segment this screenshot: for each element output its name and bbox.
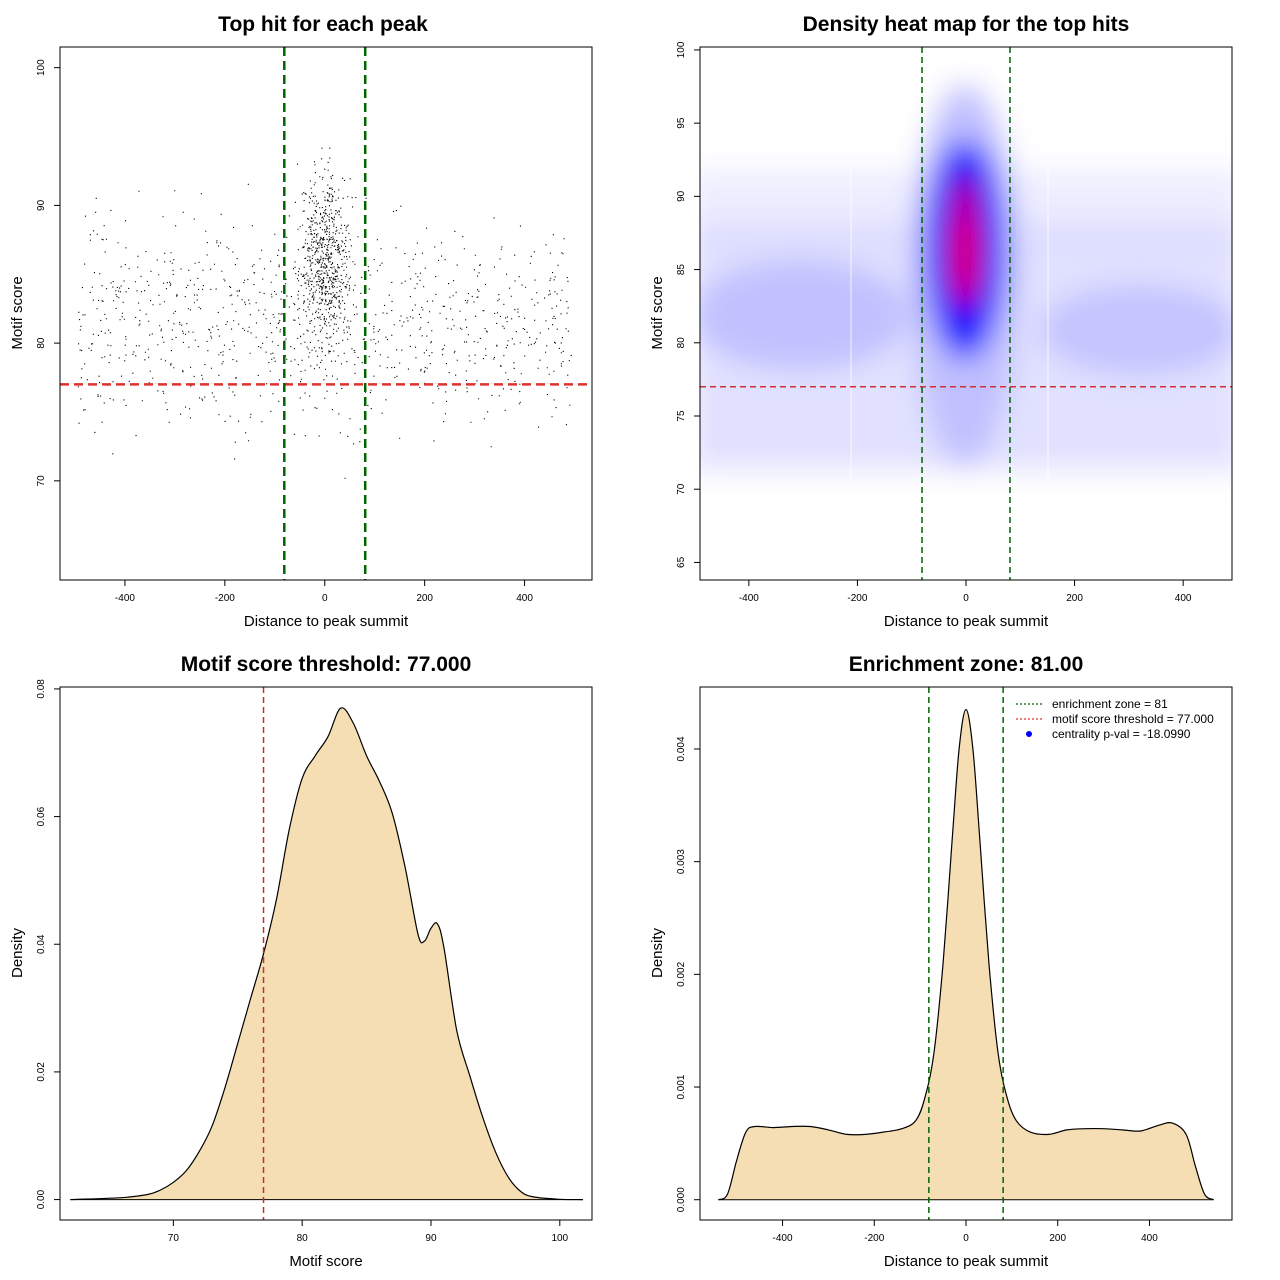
legend-item-centrality: centrality p-val = -18.0990 (1026, 727, 1191, 741)
distance-density-y-tick-label: 0.003 (676, 849, 687, 874)
heatmap-x-axis: -400 -200 0 200 400 (739, 580, 1192, 604)
scatter-y-tick-label: 70 (36, 475, 47, 487)
distance-density-x-tick-label: -400 (773, 1233, 793, 1244)
heatmap-x-tick-label: 400 (1175, 593, 1192, 604)
legend-item-enrichment-zone: enrichment zone = 81 (1016, 697, 1168, 711)
score-density-y-tick-label: 0.08 (36, 679, 47, 699)
distance-density-curve (718, 708, 1214, 1201)
distance-density-x-label: Distance to peak summit (884, 1253, 1049, 1270)
scatter-title: Top hit for each peak (218, 13, 428, 36)
score-density-curve (70, 707, 584, 1201)
distance-density-area (718, 709, 1214, 1200)
heatmap-y-axis: 65 70 75 80 85 90 95 100 (676, 41, 700, 568)
distance-density-x-tick-label: 200 (1049, 1233, 1066, 1244)
distance-density-y-tick-label: 0.002 (676, 961, 687, 986)
score-density-x-tick-label: 100 (551, 1233, 568, 1244)
score-density-area (70, 707, 584, 1200)
distance-density-x-axis: -400 -200 0 200 400 (773, 1220, 1158, 1244)
scatter-x-tick-label: 0 (322, 593, 328, 604)
score-density-x-tick-label: 80 (297, 1233, 309, 1244)
heatmap-y-tick-label: 80 (676, 337, 687, 349)
scatter-point-cloud (77, 147, 572, 479)
heatmap-y-tick-label: 100 (676, 41, 687, 58)
legend-enrichment-zone-label: enrichment zone = 81 (1052, 697, 1168, 711)
score-density-y-axis: 0.00 0.02 0.04 0.06 0.08 (36, 679, 60, 1209)
heatmap-x-tick-label: -200 (847, 593, 867, 604)
heatmap-y-tick-label: 75 (676, 410, 687, 422)
score-density-x-tick-label: 70 (168, 1233, 180, 1244)
heatmap-y-tick-label: 95 (676, 117, 687, 129)
legend-centrality-label: centrality p-val = -18.0990 (1052, 727, 1191, 741)
legend-item-motif-threshold: motif score threshold = 77.000 (1016, 712, 1214, 726)
scatter-points (77, 147, 572, 479)
heatmap-y-tick-label: 70 (676, 483, 687, 495)
score-density-panel: Motif score threshold: 77.000 70 80 90 100 … (9, 653, 593, 1270)
score-density-x-tick-label: 90 (425, 1233, 437, 1244)
scatter-x-axis: -400 -200 0 200 400 (115, 580, 533, 604)
heatmap-y-label: Motif score (649, 276, 666, 349)
score-density-y-tick-label: 0.02 (36, 1062, 47, 1082)
score-density-y-tick-label: 0.00 (36, 1189, 47, 1209)
scatter-y-tick-label: 80 (36, 337, 47, 349)
scatter-x-tick-label: 400 (516, 593, 533, 604)
score-density-y-tick-label: 0.06 (36, 806, 47, 826)
score-density-x-axis: 70 80 90 100 (168, 1220, 569, 1244)
heatmap-y-tick-label: 85 (676, 264, 687, 276)
legend: enrichment zone = 81 motif score thresho… (1016, 697, 1214, 741)
scatter-panel: Top hit for each peak -400 -200 0 200 400 70… (9, 13, 593, 630)
score-density-y-label: Density (9, 927, 26, 978)
score-density-x-label: Motif score (289, 1253, 362, 1270)
enrichment-zone-lines (928, 687, 1004, 1220)
heatmap-reference-lines (700, 47, 1232, 580)
scatter-y-tick-label: 100 (36, 59, 47, 76)
heatmap-x-label: Distance to peak summit (884, 613, 1049, 630)
scatter-y-tick-label: 90 (36, 199, 47, 211)
heatmap-title: Density heat map for the top hits (803, 13, 1130, 36)
scatter-y-axis: 70 80 90 100 (36, 59, 60, 487)
legend-centrality-dot-icon (1026, 731, 1032, 737)
scatter-reference-lines (60, 47, 592, 580)
heatmap-density-field (700, 85, 1232, 500)
distance-density-title: Enrichment zone: 81.00 (849, 653, 1084, 676)
score-density-plot-frame (59, 686, 593, 1221)
heatmap-x-tick-label: -400 (739, 593, 759, 604)
heatmap-x-tick-label: 0 (963, 593, 969, 604)
heatmap-y-tick-label: 65 (676, 556, 687, 568)
distance-density-y-tick-label: 0.000 (676, 1187, 687, 1212)
scatter-plot-frame (59, 46, 593, 581)
scatter-y-label: Motif score (9, 276, 26, 349)
distance-density-panel: Enrichment zone: 81.00 -400 -200 0 200 400 0… (649, 653, 1233, 1270)
distance-density-y-label: Density (649, 927, 666, 978)
legend-motif-threshold-label: motif score threshold = 77.000 (1052, 712, 1214, 726)
scatter-x-tick-label: -400 (115, 593, 135, 604)
distance-density-y-axis: 0.000 0.001 0.002 0.003 0.004 (676, 736, 700, 1212)
distance-density-x-tick-label: 0 (963, 1233, 969, 1244)
heatmap-x-tick-label: 200 (1066, 593, 1083, 604)
scatter-x-label: Distance to peak summit (244, 613, 409, 630)
scatter-x-tick-label: 200 (416, 593, 433, 604)
distance-density-x-tick-label: 400 (1141, 1233, 1158, 1244)
scatter-x-tick-label: -200 (215, 593, 235, 604)
score-density-y-tick-label: 0.04 (36, 934, 47, 954)
heatmap-y-tick-label: 90 (676, 190, 687, 202)
distance-density-y-tick-label: 0.004 (676, 736, 687, 761)
score-density-title: Motif score threshold: 77.000 (181, 653, 472, 676)
distance-density-x-tick-label: -200 (864, 1233, 884, 1244)
distance-density-y-tick-label: 0.001 (676, 1074, 687, 1099)
heatmap-panel: Density heat map for the top hits -400 -2… (649, 13, 1233, 630)
